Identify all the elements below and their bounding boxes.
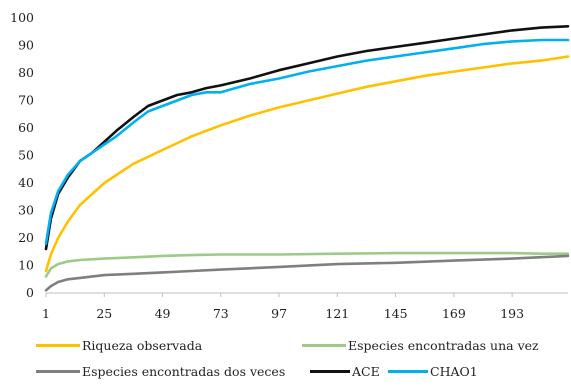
y-tick-label: 0: [26, 285, 34, 300]
x-tick-label: 73: [213, 306, 229, 321]
legend-label: Riqueza observada: [82, 338, 203, 353]
legend-item-especies-una-vez: Especies encontradas una vez: [302, 338, 539, 353]
y-tick-label: 60: [18, 120, 34, 135]
legend-swatch: [310, 370, 350, 373]
x-tick-label: 169: [442, 306, 466, 321]
x-tick-label: 1: [42, 306, 50, 321]
y-tick-label: 50: [18, 148, 34, 163]
series-line-especies-encontradas-dos-veces: [44, 254, 570, 292]
legend-item-chao1: CHAO1: [388, 364, 478, 379]
legend-item-ace: ACE: [310, 364, 380, 379]
legend-label: CHAO1: [430, 364, 478, 379]
legend-label: ACE: [352, 364, 380, 379]
series-line-chao1: [44, 38, 570, 245]
x-axis-labels: 1 25 49 73 97 121 145 169 193: [42, 306, 524, 321]
x-tick-label: 193: [500, 306, 524, 321]
y-tick-label: 20: [18, 230, 34, 245]
legend-item-especies-dos-veces: Especies encontradas dos veces: [36, 364, 285, 379]
y-tick-label: 70: [18, 93, 34, 108]
y-tick-label: 40: [18, 175, 34, 190]
legend-item-riqueza-observada: Riqueza observada: [36, 338, 202, 353]
y-tick-label: 30: [18, 203, 34, 218]
legend-swatch: [302, 344, 346, 347]
x-axis-ticks: [45, 293, 513, 297]
legend-swatch: [388, 370, 428, 373]
y-tick-label: 100: [10, 10, 34, 25]
x-tick-label: 25: [96, 306, 112, 321]
y-tick-label: 80: [18, 65, 34, 80]
legend-label: Especies encontradas una vez: [348, 338, 539, 353]
x-tick-label: 49: [155, 306, 171, 321]
x-tick-label: 97: [271, 306, 287, 321]
legend-label: Especies encontradas dos veces: [82, 364, 286, 379]
legend-swatch: [36, 344, 80, 347]
y-tick-label: 10: [18, 258, 34, 273]
series-line-especies-encontradas-una-vez: [44, 251, 570, 278]
x-tick-label: 145: [384, 306, 408, 321]
series-line-ace: [44, 24, 570, 251]
series-lines: [44, 24, 570, 292]
y-tick-label: 90: [18, 38, 34, 53]
y-axis-labels: 0 10 20 30 40 50 60 70 80 90 100: [10, 10, 34, 300]
series-line-riqueza-observada: [44, 55, 570, 273]
x-tick-label: 121: [325, 306, 349, 321]
legend-swatch: [36, 370, 80, 373]
